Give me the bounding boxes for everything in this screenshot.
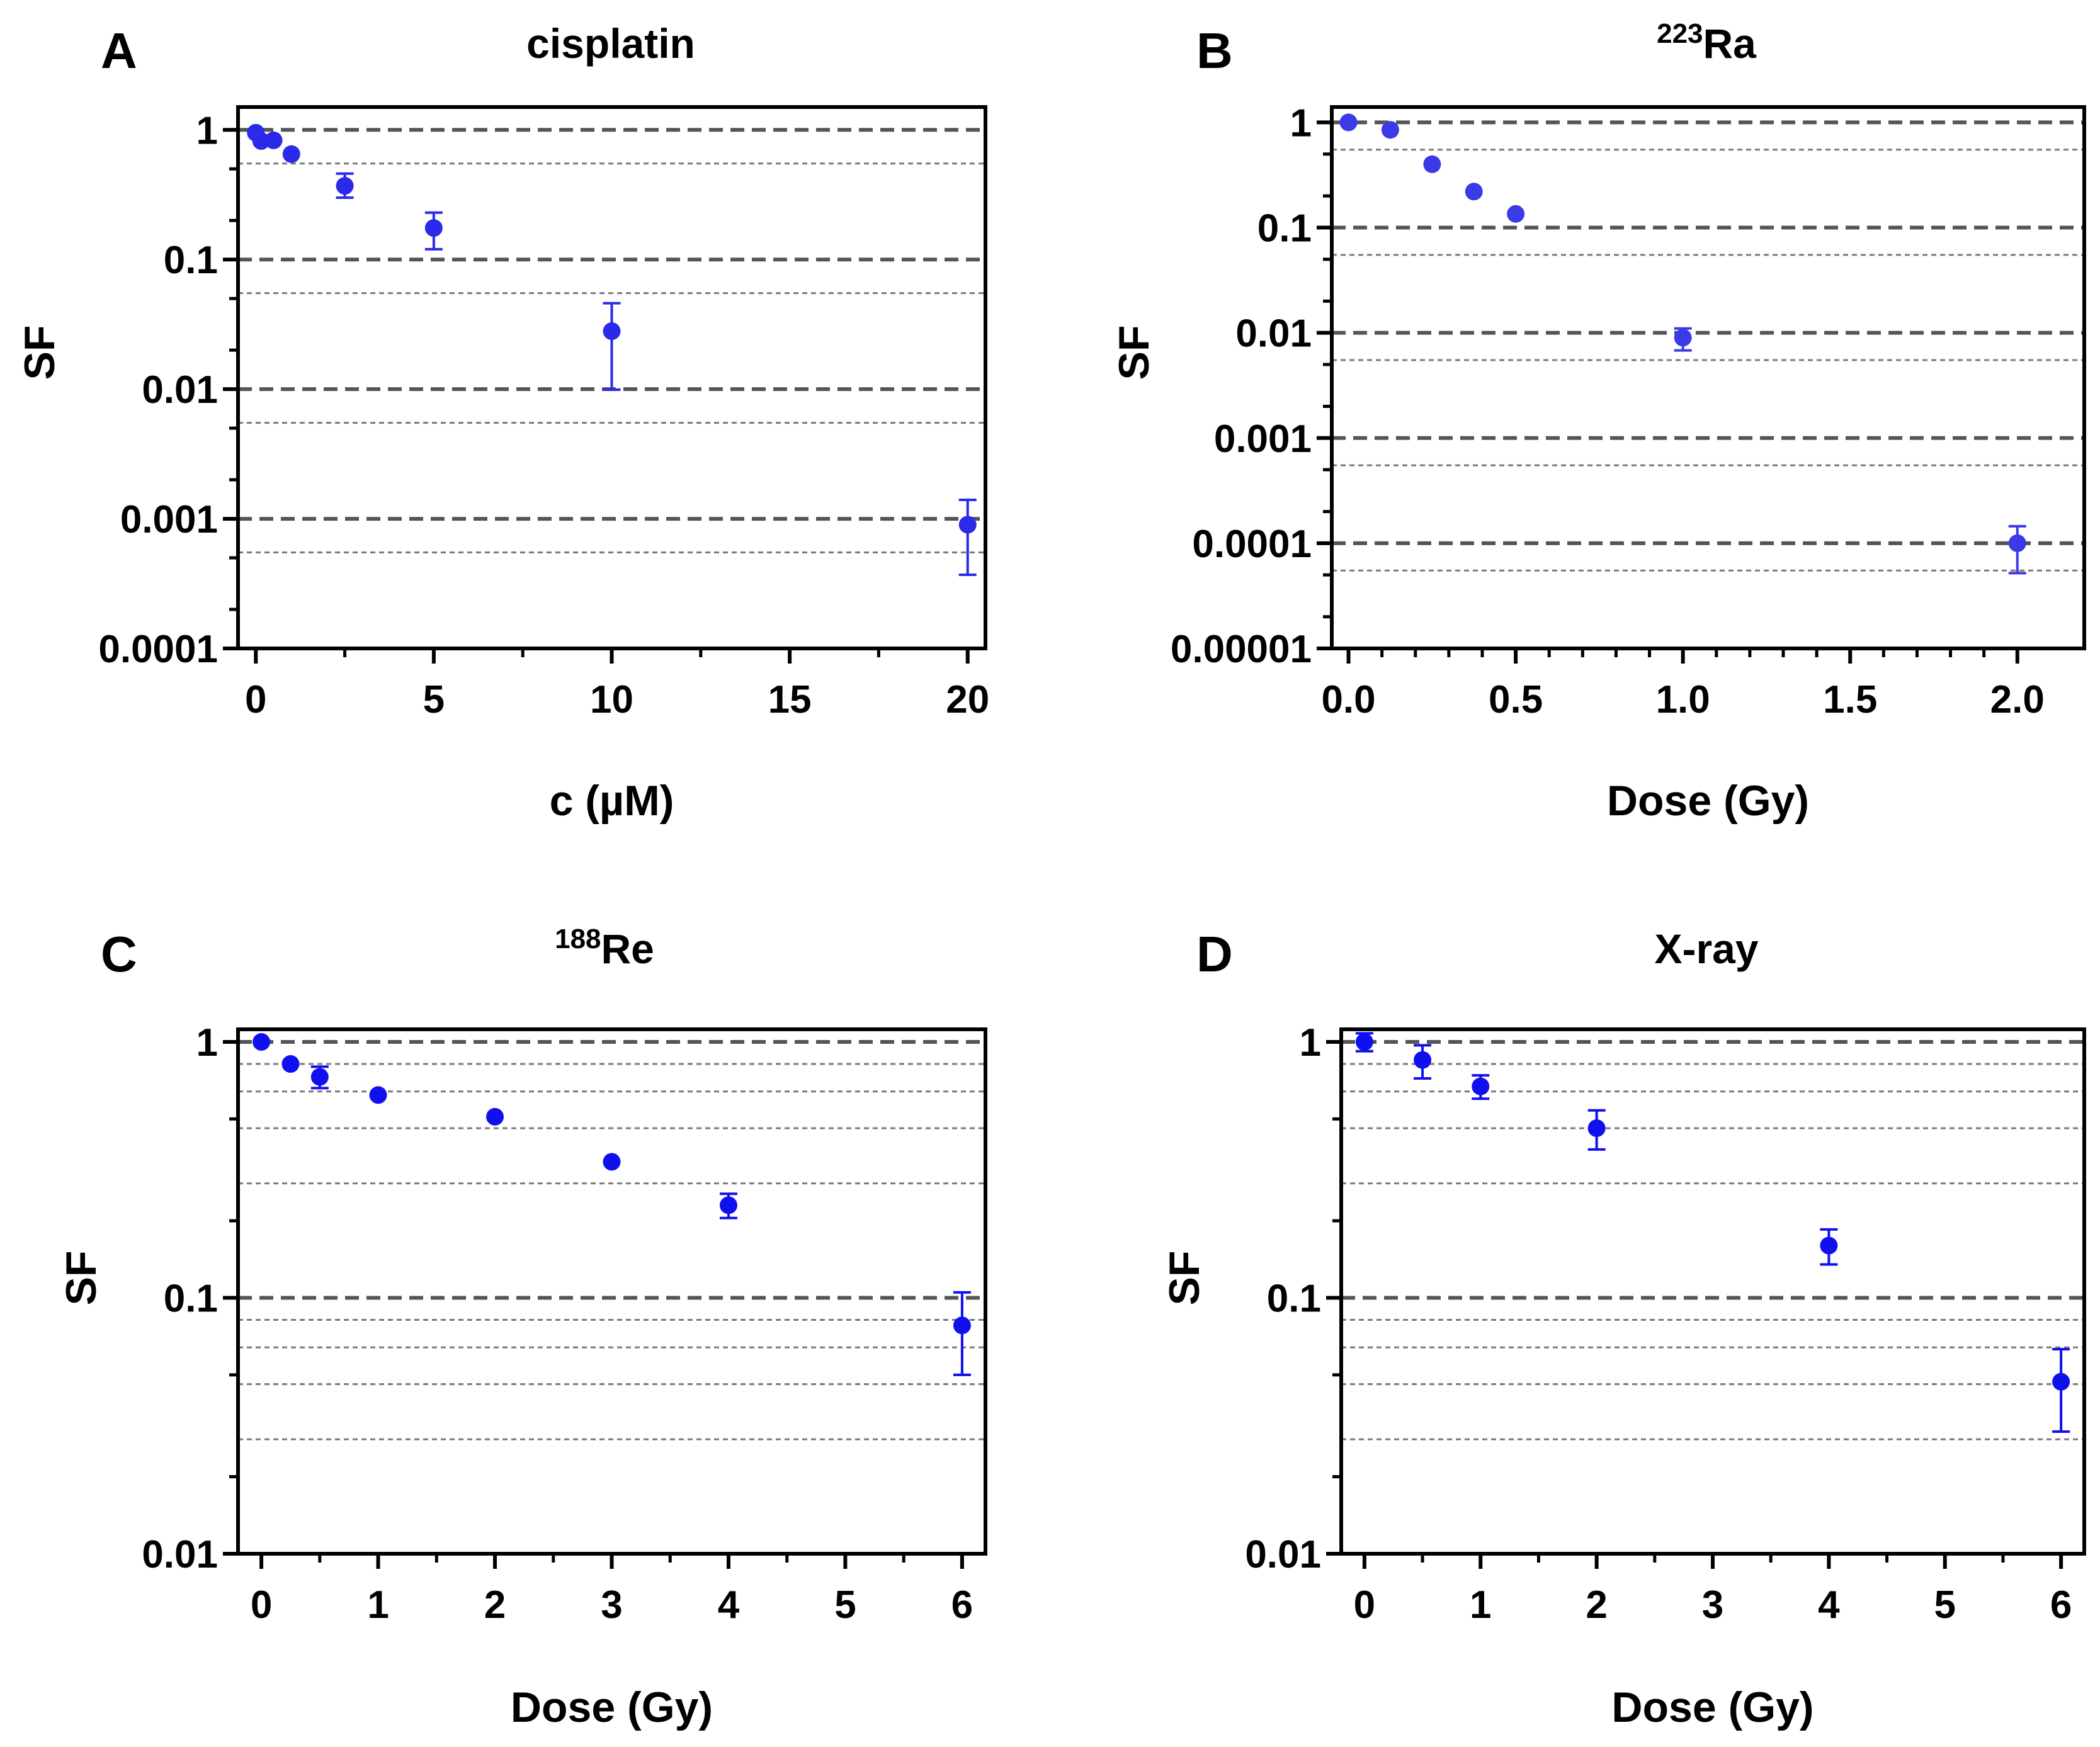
x-tick-label: 0: [251, 1583, 272, 1627]
title-text: Re: [601, 925, 654, 972]
panel-c: 1 0.1 0.01 0 1 2 3 4 5 6 C 188Re Dose (Gy) SF: [57, 924, 987, 1731]
y-tick-label: 0.1: [1257, 207, 1312, 251]
y-axis-label: SF: [57, 1251, 105, 1306]
x-tick-label: 10: [590, 678, 633, 721]
x-tick-label: 4: [1818, 1583, 1840, 1627]
data-point: [1414, 1051, 1432, 1069]
data-point: [1472, 1077, 1490, 1095]
panel-title: 188Re: [555, 924, 654, 973]
data-point: [486, 1107, 504, 1126]
data-point: [953, 1316, 971, 1335]
x-tick-label: 2: [484, 1583, 506, 1627]
panel-letter: A: [101, 23, 137, 79]
data-point: [281, 1055, 300, 1073]
y-tick-label: 0.1: [164, 239, 218, 282]
title-text: Ra: [1703, 20, 1757, 67]
data-point: [958, 516, 977, 534]
x-axis-label: Dose (Gy): [511, 1683, 713, 1731]
plot-frame: [1339, 1027, 2086, 1556]
x-tick-label: 0: [245, 678, 266, 721]
data-point: [603, 1153, 621, 1171]
panel-title: X-ray: [1654, 925, 1758, 972]
data-point: [603, 322, 621, 341]
data-point: [1355, 1033, 1373, 1051]
y-axis-label: SF: [1161, 1251, 1208, 1306]
data-point: [1820, 1236, 1838, 1255]
x-tick-label: 1.5: [1823, 678, 1877, 721]
x-tick-label: 0.5: [1489, 678, 1543, 721]
x-tick-label: 1: [367, 1583, 389, 1627]
x-tick-label: 1: [1470, 1583, 1491, 1627]
data-point: [264, 131, 283, 149]
x-axis-label: c (µM): [550, 777, 674, 825]
y-tick-label: 1: [1300, 1021, 1321, 1065]
y-tick-label: 0.01: [142, 1533, 218, 1576]
y-tick-label: 1: [196, 1021, 218, 1065]
plot-frame: [1330, 105, 2086, 650]
panel-d: 1 0.1 0.01 0 1 2 3 4 5 6 D X-ray Dose (Gy) SF: [1161, 925, 2086, 1731]
x-axis-label: Dose (Gy): [1611, 1683, 1813, 1731]
data-point: [719, 1196, 737, 1214]
data-point: [369, 1086, 387, 1104]
data-point: [253, 1033, 271, 1051]
x-tick-label: 4: [718, 1583, 740, 1627]
x-tick-label: 2.0: [1990, 678, 2045, 721]
data-point: [336, 177, 354, 195]
x-tick-label: 3: [601, 1583, 622, 1627]
plot-frame: [236, 1027, 987, 1556]
data-point: [1339, 113, 1358, 132]
panel-letter: B: [1196, 23, 1233, 79]
y-tick-label: 0.0001: [98, 628, 218, 671]
x-tick-label: 5: [834, 1583, 856, 1627]
data-point: [1674, 329, 1692, 347]
y-axis-label: SF: [16, 325, 64, 380]
y-tick-label: 0.1: [1267, 1277, 1321, 1321]
title-superscript: 223: [1657, 18, 1703, 49]
x-tick-label: 6: [2050, 1583, 2072, 1627]
data-point: [282, 145, 300, 163]
data-point: [424, 219, 443, 237]
x-tick-label: 2: [1586, 1583, 1607, 1627]
x-tick-label: 1.0: [1656, 678, 1710, 721]
y-tick-label: 1: [196, 109, 218, 152]
title-text: X-ray: [1654, 925, 1758, 972]
y-tick-label: 0.01: [1235, 312, 1312, 356]
x-axis-label: Dose (Gy): [1607, 777, 1809, 825]
panel-letter: C: [101, 926, 137, 982]
x-tick-label: 5: [423, 678, 445, 721]
y-tick-label: 0.1: [164, 1277, 218, 1321]
x-tick-label: 15: [768, 678, 812, 721]
x-tick-label: 0: [1354, 1583, 1375, 1627]
x-tick-label: 20: [946, 678, 989, 721]
data-point: [1423, 155, 1441, 173]
y-tick-label: 0.00001: [1171, 628, 1312, 671]
data-point: [252, 132, 270, 150]
data-point: [1587, 1119, 1606, 1138]
x-tick-label: 5: [1934, 1583, 1956, 1627]
x-tick-label: 3: [1702, 1583, 1723, 1627]
y-tick-label: 0.001: [1214, 417, 1312, 461]
data-point: [1465, 183, 1483, 201]
y-tick-label: 0.0001: [1192, 523, 1312, 566]
x-tick-label: 6: [951, 1583, 973, 1627]
y-tick-label: 0.001: [120, 498, 218, 541]
panel-letter: D: [1196, 926, 1233, 982]
y-tick-label: 0.01: [1245, 1533, 1321, 1576]
data-point: [2008, 534, 2026, 552]
y-axis-label: SF: [1110, 325, 1158, 380]
x-tick-label: 0.0: [1321, 678, 1375, 721]
data-point: [2052, 1372, 2070, 1391]
y-tick-label: 1: [1290, 101, 1312, 145]
data-point: [310, 1068, 329, 1086]
data-point: [1381, 121, 1399, 139]
title-text: cisplatin: [526, 20, 695, 67]
data-point: [1507, 205, 1525, 223]
y-tick-label: 0.01: [142, 368, 218, 412]
title-superscript: 188: [555, 924, 601, 954]
panel-title: cisplatin: [526, 20, 695, 67]
panel-a: 1 0.1 0.01 0.001 0.0001 0 5 10 15 20 A cisplatin c (…: [16, 20, 989, 825]
panel-title: 223Ra: [1657, 18, 1757, 67]
